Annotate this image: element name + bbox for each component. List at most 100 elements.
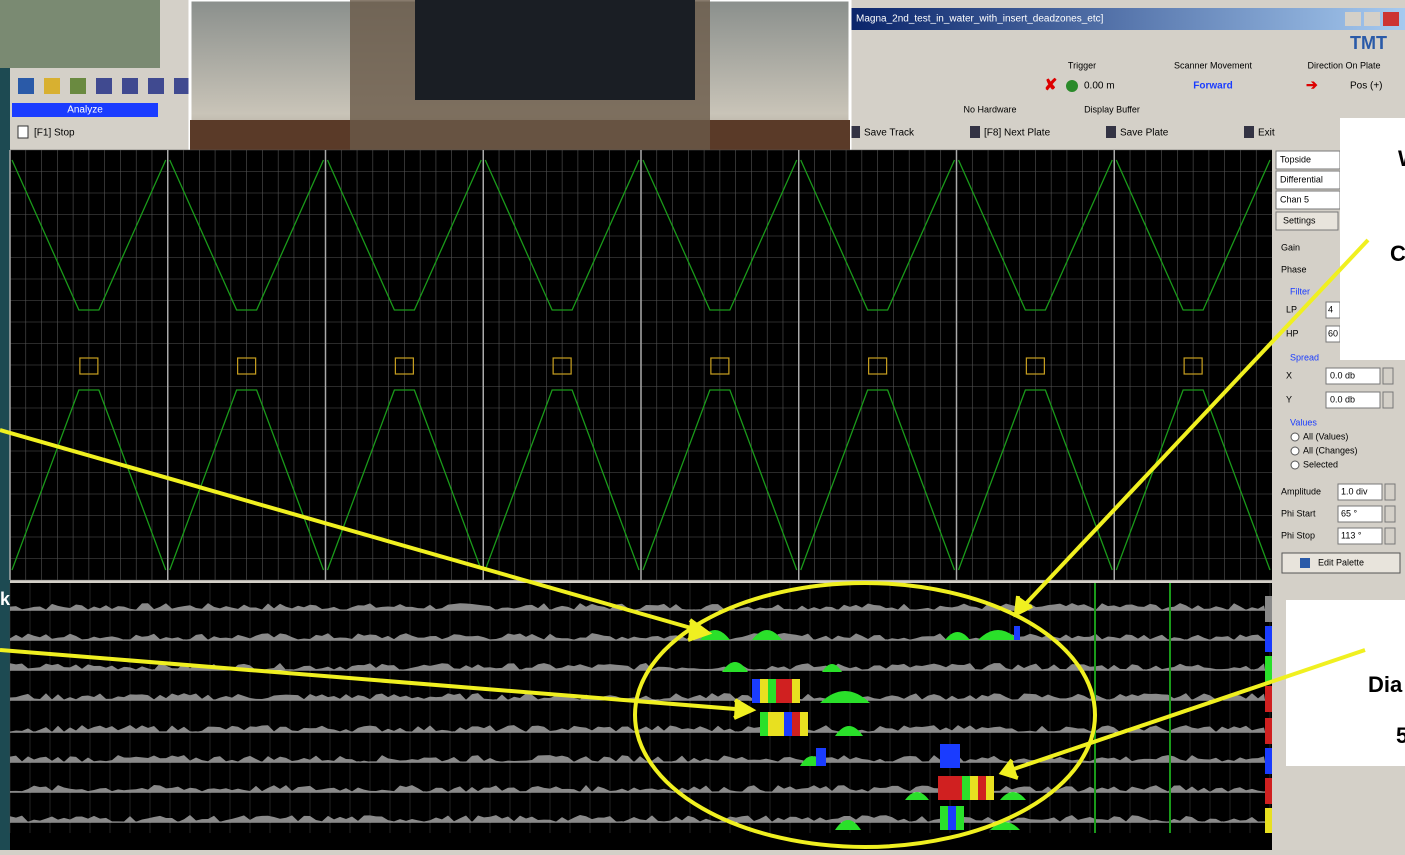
channel-color: [1265, 626, 1272, 652]
field-label: HP: [1286, 328, 1299, 338]
indication: [776, 712, 784, 736]
dropdown-value: Chan 5: [1280, 194, 1309, 204]
minimize[interactable]: [1345, 12, 1361, 26]
indication: [962, 776, 970, 800]
indication: [970, 776, 978, 800]
mode-label: Analyze: [67, 105, 103, 116]
input-value: 4: [1328, 304, 1333, 314]
direction-value: Pos (+): [1350, 81, 1383, 92]
field-label: LP: [1286, 304, 1297, 314]
field-label: Amplitude: [1281, 486, 1321, 496]
field-label: X: [1286, 370, 1292, 380]
group-label: Values: [1290, 417, 1317, 427]
spinner[interactable]: [1385, 484, 1395, 500]
channel-color: [1265, 748, 1272, 774]
indication: [768, 679, 776, 703]
spinner[interactable]: [1383, 368, 1393, 384]
radio[interactable]: [1291, 433, 1299, 441]
indication: [752, 679, 760, 703]
trigger-led: [1066, 80, 1078, 92]
field-label: Phase: [1281, 264, 1307, 274]
button-icon: [970, 126, 980, 138]
channel-color: [1265, 656, 1272, 682]
trigger-label: Trigger: [1068, 60, 1096, 70]
input-value: 60: [1328, 328, 1338, 338]
toolbar-button[interactable]: Save Plate: [1120, 128, 1169, 139]
direction-label: Direction On Plate: [1307, 60, 1380, 70]
toolbar-button[interactable]: [F8] Next Plate: [984, 128, 1051, 139]
status: No Hardware: [963, 104, 1016, 114]
radio[interactable]: [1291, 461, 1299, 469]
indication: [940, 806, 948, 830]
indication: [940, 744, 960, 768]
toolbar-button[interactable]: Exit: [1258, 128, 1275, 139]
input-value: 1.0 div: [1341, 486, 1368, 496]
input-value: 65 °: [1341, 508, 1358, 518]
channel-color: [1265, 596, 1272, 622]
scanner-label: Scanner Movement: [1174, 60, 1253, 70]
field-label: Gain: [1281, 242, 1300, 252]
screen: Magna_2nd_test_in_water_with_insert_dead…: [0, 0, 1405, 850]
group-label: Filter: [1290, 286, 1310, 296]
field-label: Y: [1286, 394, 1292, 404]
close[interactable]: [1383, 12, 1399, 26]
radio-label: All (Changes): [1303, 445, 1358, 455]
callout-text: Dia: [1368, 672, 1403, 697]
indication: [784, 679, 792, 703]
input-value: 0.0 db: [1330, 370, 1355, 380]
indication: [816, 748, 826, 766]
indication: [760, 712, 768, 736]
left-border: [0, 0, 10, 850]
scanner-value: Forward: [1193, 81, 1232, 92]
spinner[interactable]: [1383, 392, 1393, 408]
callout-text: k: [0, 589, 11, 609]
radio-label: Selected: [1303, 459, 1338, 469]
radio-label: All (Values): [1303, 431, 1348, 441]
trigger-x: ✘: [1044, 77, 1057, 94]
input-value: 0.0 db: [1330, 394, 1355, 404]
camera-thumbnail: [0, 0, 160, 68]
indication: [792, 712, 800, 736]
indication: [954, 776, 962, 800]
indication: [776, 679, 784, 703]
channel-color: [1265, 718, 1272, 744]
window-title: Magna_2nd_test_in_water_with_insert_dead…: [856, 14, 1104, 25]
strip-axis: [10, 833, 1272, 850]
indication: [978, 776, 986, 800]
input-value: 113 °: [1341, 530, 1362, 540]
toolbar-button[interactable]: Save Track: [864, 128, 915, 139]
stop-button[interactable]: [F1] Stop: [34, 128, 75, 139]
indication: [784, 712, 792, 736]
channel-color: [1265, 808, 1272, 834]
indication: [938, 776, 946, 800]
indication: [792, 679, 800, 703]
indication: [1014, 626, 1020, 640]
channel-color: [1265, 778, 1272, 804]
field-label: Phi Stop: [1281, 530, 1315, 540]
callout-text: 5: [1396, 723, 1405, 748]
trigger-value: 0.00 m: [1084, 81, 1115, 92]
indication: [956, 806, 964, 830]
button-icon: [1300, 558, 1310, 568]
indication: [768, 712, 776, 736]
spinner[interactable]: [1385, 506, 1395, 522]
button-label: Edit Palette: [1318, 557, 1364, 567]
maximize[interactable]: [1364, 12, 1380, 26]
radio[interactable]: [1291, 447, 1299, 455]
spinner[interactable]: [1385, 528, 1395, 544]
dropdown-value: Differential: [1280, 174, 1323, 184]
indication: [986, 776, 994, 800]
callout-text: C: [1390, 241, 1405, 266]
group-label: Spread: [1290, 352, 1319, 362]
indication: [760, 679, 768, 703]
callout-text: W: [1398, 146, 1405, 171]
channel-color: [1265, 686, 1272, 712]
strip-chart: [10, 583, 1272, 833]
indication: [946, 776, 954, 800]
indication: [800, 712, 808, 736]
logo: TMT: [1350, 33, 1387, 53]
dropdown-value: Topside: [1280, 154, 1311, 164]
button-icon: [1106, 126, 1116, 138]
direction-arrow: ➔: [1306, 77, 1318, 93]
stop-icon: [18, 126, 28, 138]
